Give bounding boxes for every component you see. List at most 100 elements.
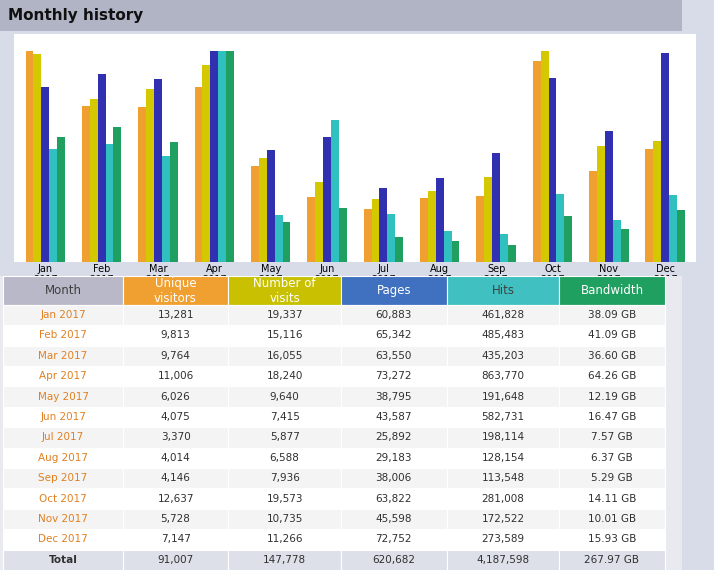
- Text: 172,522: 172,522: [481, 514, 525, 524]
- Text: 64.26 GB: 64.26 GB: [588, 371, 636, 381]
- Bar: [4, 427, 123, 447]
- Bar: [4, 468, 123, 488]
- Bar: [451, 241, 460, 262]
- Bar: [228, 276, 341, 305]
- Text: 4,187,598: 4,187,598: [476, 555, 530, 565]
- Bar: [447, 509, 559, 529]
- Bar: [387, 214, 396, 262]
- Text: Number of
visits: Number of visits: [253, 276, 316, 304]
- Bar: [677, 210, 685, 262]
- Bar: [41, 87, 49, 262]
- Bar: [259, 158, 267, 262]
- Bar: [447, 345, 559, 366]
- Bar: [559, 305, 665, 325]
- Bar: [559, 345, 665, 366]
- Text: 863,770: 863,770: [481, 371, 524, 381]
- Text: Pages: Pages: [376, 284, 411, 297]
- Bar: [331, 120, 339, 262]
- Bar: [341, 305, 447, 325]
- Bar: [341, 447, 447, 468]
- Text: 5.29 GB: 5.29 GB: [591, 473, 633, 483]
- Text: Total: Total: [49, 555, 78, 565]
- Bar: [4, 407, 123, 427]
- Text: 147,778: 147,778: [263, 555, 306, 565]
- Bar: [228, 549, 341, 570]
- Bar: [540, 51, 548, 262]
- Text: 12.19 GB: 12.19 GB: [588, 392, 636, 402]
- Bar: [123, 386, 228, 407]
- Bar: [447, 427, 559, 447]
- Text: Oct 2017: Oct 2017: [39, 494, 87, 503]
- Bar: [228, 366, 341, 386]
- Text: Bandwidth: Bandwidth: [580, 284, 643, 297]
- Text: 7,147: 7,147: [161, 535, 191, 544]
- Bar: [275, 215, 283, 262]
- Bar: [661, 52, 669, 262]
- Text: 6,588: 6,588: [270, 453, 300, 463]
- Text: 273,589: 273,589: [481, 535, 525, 544]
- Bar: [228, 468, 341, 488]
- Bar: [559, 427, 665, 447]
- Text: 19,573: 19,573: [266, 494, 303, 503]
- Bar: [4, 325, 123, 345]
- Bar: [559, 529, 665, 549]
- Text: 16.47 GB: 16.47 GB: [588, 412, 636, 422]
- Text: 25,892: 25,892: [376, 433, 412, 442]
- Text: 38,006: 38,006: [376, 473, 412, 483]
- Text: 38.09 GB: 38.09 GB: [588, 310, 636, 320]
- Text: 5,728: 5,728: [161, 514, 191, 524]
- Bar: [98, 74, 106, 262]
- Bar: [363, 209, 371, 262]
- Bar: [4, 509, 123, 529]
- Bar: [447, 276, 559, 305]
- Text: 43,587: 43,587: [376, 412, 412, 422]
- Text: Mar 2017: Mar 2017: [39, 351, 88, 361]
- Text: 5,877: 5,877: [270, 433, 300, 442]
- Text: 267.97 GB: 267.97 GB: [585, 555, 640, 565]
- Bar: [251, 166, 259, 262]
- Text: 72,752: 72,752: [376, 535, 412, 544]
- Bar: [4, 345, 123, 366]
- Bar: [341, 366, 447, 386]
- Text: 12,637: 12,637: [157, 494, 193, 503]
- Text: 10,735: 10,735: [266, 514, 303, 524]
- Text: 11,266: 11,266: [266, 535, 303, 544]
- Bar: [447, 488, 559, 509]
- Bar: [228, 488, 341, 509]
- Text: 4,014: 4,014: [161, 453, 191, 463]
- Bar: [341, 549, 447, 570]
- Bar: [447, 468, 559, 488]
- Bar: [447, 447, 559, 468]
- Bar: [123, 305, 228, 325]
- Bar: [4, 488, 123, 509]
- Text: Aug 2017: Aug 2017: [38, 453, 88, 463]
- Bar: [341, 488, 447, 509]
- Text: 582,731: 582,731: [481, 412, 525, 422]
- Bar: [228, 447, 341, 468]
- Text: 7,415: 7,415: [270, 412, 300, 422]
- Bar: [341, 345, 447, 366]
- Bar: [341, 325, 447, 345]
- Bar: [559, 509, 665, 529]
- Bar: [533, 62, 540, 262]
- Bar: [228, 529, 341, 549]
- Bar: [341, 276, 447, 305]
- Bar: [170, 142, 178, 262]
- Text: 65,342: 65,342: [376, 331, 412, 340]
- Text: 36.60 GB: 36.60 GB: [588, 351, 636, 361]
- Bar: [123, 325, 228, 345]
- Text: 620,682: 620,682: [372, 555, 416, 565]
- Bar: [620, 229, 628, 262]
- Text: 9,764: 9,764: [161, 351, 191, 361]
- Bar: [26, 51, 34, 262]
- Bar: [447, 366, 559, 386]
- Bar: [123, 366, 228, 386]
- Text: 4,075: 4,075: [161, 412, 191, 422]
- Bar: [106, 144, 114, 262]
- Bar: [162, 156, 170, 262]
- Text: Month: Month: [44, 284, 81, 297]
- Bar: [436, 178, 443, 262]
- Bar: [123, 468, 228, 488]
- Bar: [341, 509, 447, 529]
- Bar: [559, 386, 665, 407]
